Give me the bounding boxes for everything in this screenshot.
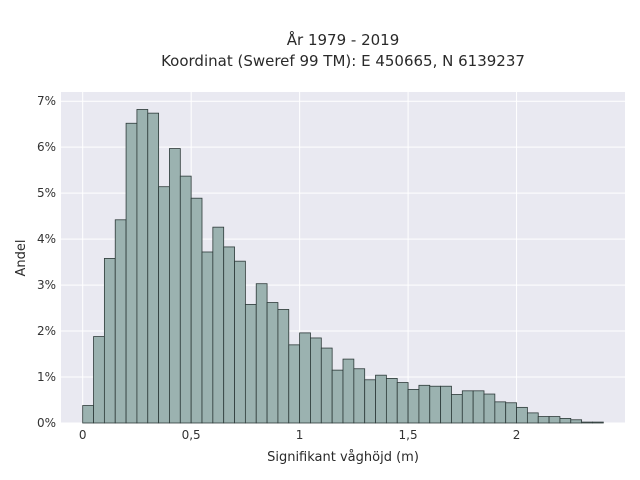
histogram-bar	[526, 412, 539, 424]
y-tick-label: 2%	[37, 324, 56, 338]
histogram-bar	[505, 402, 517, 424]
histogram-bar	[266, 302, 279, 424]
y-tick-label: 5%	[37, 186, 56, 200]
histogram-bar	[472, 390, 485, 424]
histogram-bar	[548, 416, 561, 424]
histogram-bar	[559, 418, 572, 424]
histogram-bar	[125, 122, 138, 424]
histogram-bar	[396, 382, 409, 424]
y-tick-label: 6%	[37, 140, 56, 154]
histogram-bar	[212, 226, 225, 424]
histogram-bar	[385, 378, 398, 424]
histogram-bar	[255, 283, 268, 424]
histogram-bar	[201, 251, 214, 424]
histogram-bar	[299, 332, 311, 424]
y-tick-label: 4%	[37, 232, 56, 246]
histogram-bar	[581, 421, 593, 424]
x-tick-label: 1	[296, 428, 304, 442]
histogram-bar	[331, 369, 344, 424]
histogram-bar	[483, 393, 496, 424]
histogram-bar	[310, 337, 322, 424]
histogram-bar	[320, 347, 333, 424]
x-tick-label: 0,5	[182, 428, 201, 442]
histogram-bar	[375, 374, 387, 424]
y-tick-label: 1%	[37, 370, 56, 384]
histogram-bar	[244, 303, 257, 424]
x-tick-label: 0	[79, 428, 87, 442]
histogram-bar	[429, 385, 442, 424]
histogram-bar	[93, 336, 105, 424]
histogram-bar	[158, 186, 170, 424]
histogram-bar	[570, 419, 583, 424]
histogram-bar	[234, 260, 246, 424]
y-tick-label: 0%	[37, 416, 56, 430]
histogram-bar	[223, 246, 235, 424]
histogram-bar	[407, 389, 420, 424]
histogram-bar	[353, 368, 366, 424]
x-axis-ticks: 0 0,5 1 1,5 2	[79, 428, 520, 442]
histogram-bar	[494, 401, 507, 424]
y-axis-label: Andel	[14, 240, 29, 277]
histogram-bars	[82, 109, 604, 424]
histogram-bar	[288, 344, 301, 424]
histogram-bar	[516, 406, 528, 424]
histogram-bar	[440, 385, 452, 424]
histogram-bar	[364, 379, 376, 424]
histogram-bar	[418, 384, 431, 424]
histogram-bar	[190, 197, 203, 424]
x-tick-label: 1,5	[399, 428, 418, 442]
histogram-bar	[136, 109, 149, 424]
histogram-bar	[147, 112, 160, 424]
chart-subtitle: Koordinat (Sweref 99 TM): E 450665, N 61…	[161, 52, 525, 70]
y-tick-label: 3%	[37, 278, 56, 292]
histogram-bar	[169, 148, 181, 424]
histogram-bar	[103, 258, 116, 424]
histogram-bar	[82, 405, 94, 424]
histogram-bar	[461, 390, 474, 424]
histogram-bar	[342, 358, 355, 424]
chart-title: År 1979 - 2019	[287, 30, 400, 49]
y-axis-ticks: 0% 1% 2% 3% 4% 5% 6% 7%	[37, 94, 56, 430]
histogram-bar	[114, 219, 127, 424]
histogram-bar	[179, 175, 192, 424]
histogram-bar	[277, 309, 290, 424]
histogram-bar	[537, 416, 550, 424]
histogram-bar	[592, 421, 604, 424]
histogram-bar	[451, 394, 463, 424]
y-tick-label: 7%	[37, 94, 56, 108]
x-axis-label: Signifikant våghöjd (m)	[267, 450, 419, 465]
x-tick-label: 2	[513, 428, 521, 442]
